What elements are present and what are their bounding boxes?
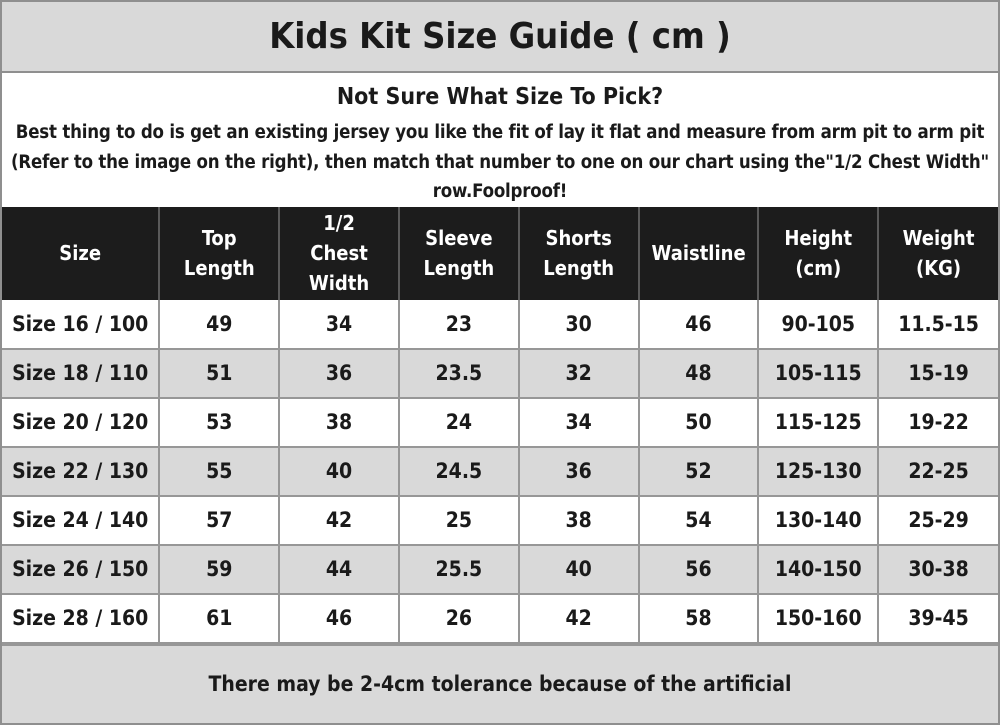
cell-value: 32 — [517, 347, 640, 399]
page-title-text: Kids Kit Size Guide ( cm ) — [269, 16, 731, 57]
column-header: Shorts Length — [518, 206, 640, 300]
cell-value: 25.5 — [397, 543, 520, 595]
column-header: Sleeve Length — [398, 206, 520, 300]
cell-value: 44 — [278, 543, 400, 595]
cell-value: 46 — [278, 592, 400, 644]
cell-value: 30 — [517, 299, 640, 350]
cell-value: 130-140 — [757, 494, 880, 546]
cell-value: 140-150 — [757, 543, 880, 595]
cell-value: 52 — [637, 445, 760, 497]
cell-value: 58 — [637, 592, 760, 644]
row-label: Size 26 / 150 — [2, 543, 161, 595]
table-row: Size 26 / 150 59 44 25.5 40 56 140-150 30-38 — [2, 543, 998, 595]
table-row: Size 24 / 140 57 42 25 38 54 130-140 25-29 — [2, 494, 998, 546]
cell-value: 24 — [397, 396, 520, 448]
cell-value: 40 — [278, 445, 400, 497]
row-label: Size 28 / 160 — [2, 592, 161, 644]
row-label: Size 24 / 140 — [2, 494, 161, 546]
cell-value: 46 — [637, 299, 760, 350]
cell-value: 26 — [397, 592, 520, 644]
cell-value: 125-130 — [757, 445, 880, 497]
intro-heading: Not Sure What Size To Pick? — [336, 84, 664, 110]
cell-value: 36 — [278, 347, 400, 399]
cell-value: 105-115 — [757, 347, 880, 399]
cell-value: 61 — [158, 592, 281, 644]
cell-value: 54 — [637, 494, 760, 546]
cell-value: 25-29 — [877, 494, 998, 546]
intro-section: Not Sure What Size To Pick? Best thing t… — [2, 73, 998, 207]
cell-value: 50 — [637, 396, 760, 448]
column-header: Height (cm) — [758, 206, 880, 300]
cell-value: 53 — [158, 396, 281, 448]
cell-value: 24.5 — [397, 445, 520, 497]
size-table-body: Size 16 / 100 49 34 23 30 46 90-105 11.5-15 Size… — [2, 299, 998, 644]
cell-value: 39-45 — [877, 592, 998, 644]
cell-value: 55 — [158, 445, 281, 497]
cell-value: 49 — [158, 299, 281, 350]
table-row: Size 18 / 110 51 36 23.5 32 48 105-115 15-19 — [2, 347, 998, 399]
cell-value: 23 — [397, 299, 520, 350]
column-header: 1/2 Chest Width — [279, 206, 400, 300]
header-row: Size Top Length 1/2 Chest Width Sleeve Leng… — [2, 206, 998, 300]
column-header: Top Length — [159, 206, 281, 300]
cell-value: 36 — [517, 445, 640, 497]
table-row: Size 28 / 160 61 46 26 42 58 150-160 39-45 — [2, 592, 998, 644]
cell-value: 30-38 — [877, 543, 998, 595]
column-header: Size — [2, 206, 161, 300]
cell-value: 115-125 — [757, 396, 880, 448]
row-label: Size 16 / 100 — [2, 299, 161, 350]
cell-value: 34 — [278, 299, 400, 350]
size-table-header: Size Top Length 1/2 Chest Width Sleeve Leng… — [2, 206, 998, 300]
cell-value: 56 — [637, 543, 760, 595]
column-header: Weight (KG) — [878, 206, 998, 300]
row-label: Size 22 / 130 — [2, 445, 161, 497]
table-row: Size 22 / 130 55 40 24.5 36 52 125-130 22-25 — [2, 445, 998, 497]
cell-value: 15-19 — [877, 347, 998, 399]
cell-value: 40 — [517, 543, 640, 595]
size-table: Size Top Length 1/2 Chest Width Sleeve Leng… — [2, 206, 998, 644]
row-label: Size 18 / 110 — [2, 347, 161, 399]
row-label: Size 20 / 120 — [2, 396, 161, 448]
table-row: Size 20 / 120 53 38 24 34 50 115-125 19-22 — [2, 396, 998, 448]
cell-value: 38 — [278, 396, 400, 448]
column-header: Waistline — [638, 206, 760, 300]
intro-body: Best thing to do is get an existing jers… — [10, 122, 990, 203]
cell-value: 48 — [637, 347, 760, 399]
table-row: Size 16 / 100 49 34 23 30 46 90-105 11.5-15 — [2, 299, 998, 350]
cell-value: 34 — [517, 396, 640, 448]
cell-value: 90-105 — [757, 299, 880, 350]
cell-value: 38 — [517, 494, 640, 546]
cell-value: 22-25 — [877, 445, 998, 497]
cell-value: 19-22 — [877, 396, 998, 448]
cell-value: 150-160 — [757, 592, 880, 644]
cell-value: 25 — [397, 494, 520, 546]
cell-value: 59 — [158, 543, 281, 595]
footer-note-text: There may be 2-4cm tolerance because of … — [208, 672, 792, 697]
cell-value: 42 — [278, 494, 400, 546]
cell-value: 23.5 — [397, 347, 520, 399]
cell-value: 51 — [158, 347, 281, 399]
cell-value: 11.5-15 — [877, 299, 998, 350]
cell-value: 57 — [158, 494, 281, 546]
footer-note: There may be 2-4cm tolerance because of … — [2, 643, 998, 723]
page-title: Kids Kit Size Guide ( cm ) — [2, 2, 998, 73]
cell-value: 42 — [517, 592, 640, 644]
